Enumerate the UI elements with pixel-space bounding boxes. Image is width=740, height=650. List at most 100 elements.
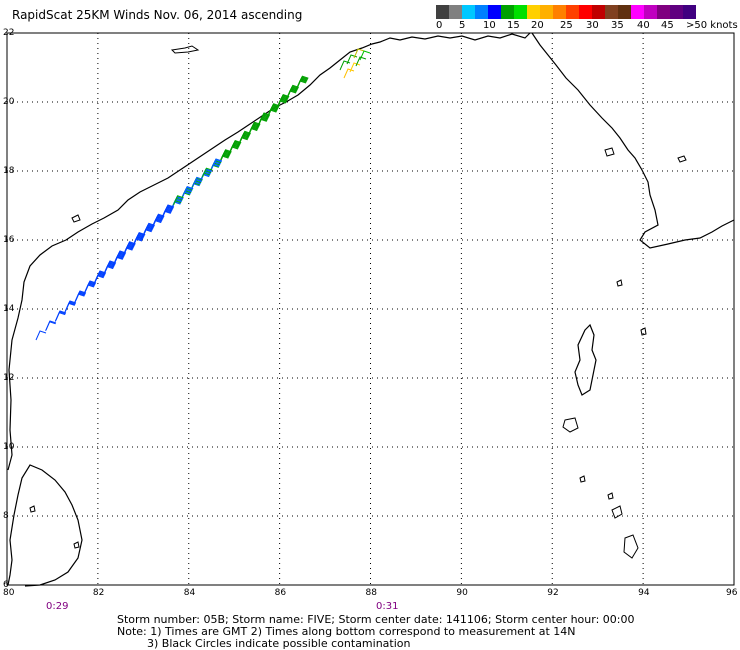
island [616,279,623,287]
footer-note: Note: 1) Times are GMT 2) Times along bo… [117,625,576,638]
legend-swatch [605,5,618,19]
legend-swatch [618,5,631,19]
legend-swatch [683,5,696,19]
legend-label: >50 knots [686,20,738,31]
island [170,45,200,54]
legend-swatch [501,5,514,19]
legend-label: 35 [611,20,624,31]
legend-swatch [592,5,605,19]
lat-tick-label: 8 [3,511,9,521]
wind-barb [45,320,57,331]
legend-label: 40 [637,20,650,31]
wind-barb [269,103,280,114]
wind-barb [343,68,355,79]
legend-label: 20 [531,20,544,31]
island [677,155,687,163]
legend-label: 30 [586,20,599,31]
wind-barb [55,310,67,321]
legend-swatch [475,5,488,19]
wind-barb [230,139,242,150]
wind-barb [278,93,290,104]
wind-barbs [35,48,371,341]
legend-label: 0 [436,20,443,31]
lon-tick-label: 88 [365,588,377,598]
wind-barb [144,222,155,233]
wind-barb [85,280,97,291]
legend-label: 15 [507,20,520,31]
legend-label: 25 [560,20,573,31]
wind-barb [297,75,309,86]
lon-tick-label: 90 [456,588,468,598]
lon-tick-label: 86 [274,588,287,598]
legend-swatch [462,5,475,19]
nicobar-islands [579,475,639,559]
wind-barb [105,260,117,271]
legend-labels: 0 5 10 15 20 25 30 35 40 45 >50 knots [430,20,740,34]
wind-barb [153,213,165,224]
wind-barb [353,48,365,59]
wind-barb [240,130,251,141]
wind-barb [115,250,127,261]
wind-barb [125,241,136,252]
andaman-islands [574,323,597,396]
legend-label: 5 [459,20,466,31]
legend-label: 10 [483,20,496,31]
island [71,214,81,223]
lon-tick-label: 82 [92,588,105,598]
lat-tick-label: 14 [3,304,15,314]
legend-swatch [527,5,540,19]
legend-swatch [436,5,449,19]
wind-barb [349,62,361,73]
legend-swatch [644,5,657,19]
lat-tick-label: 12 [3,373,15,383]
map-title: RapidScat 25KM Winds Nov. 06, 2014 ascen… [12,8,303,22]
legend-swatch [631,5,644,19]
island [604,147,615,157]
wind-barb [35,330,47,341]
legend-swatch [488,5,501,19]
lat-tick-label: 20 [3,97,15,107]
lat-tick-label: 10 [3,442,15,452]
pass-time-right: 0:31 [376,601,399,612]
island [640,327,647,336]
wind-barb [249,121,261,132]
legend-swatch [657,5,670,19]
wind-barb [259,112,271,123]
wind-barb [163,204,175,215]
lat-tick-label: 16 [3,235,15,245]
wind-barb [221,149,232,160]
pass-time-left: 0:29 [46,601,69,612]
wind-barb [65,300,77,311]
legend-swatch [449,5,462,19]
island [73,541,80,549]
india-coastline [7,32,531,471]
wind-barb [134,231,146,242]
legend-swatch [566,5,579,19]
wind-barb [173,195,184,206]
wind-barb [95,270,107,281]
legend-swatch [540,5,553,19]
footer-storm-info: Storm number: 05B; Storm name: FIVE; Sto… [117,613,635,626]
wind-barb [75,290,87,301]
wind-barb [192,176,203,187]
legend-label: 45 [661,20,674,31]
sri-lanka-coastline [7,464,83,587]
lon-tick-label: 80 [3,588,15,598]
myanmar-coastline [531,32,735,249]
lon-tick-label: 94 [638,588,650,598]
legend-swatch [553,5,566,19]
island [562,417,579,433]
wind-barb [182,185,194,196]
wind-barb [288,84,299,95]
graticule [7,33,734,585]
wind-speed-legend [436,5,696,19]
lon-tick-label: 96 [726,588,738,598]
legend-swatch [514,5,527,19]
lat-tick-label: 6 [3,580,9,590]
footer-note-contamination: 3) Black Circles indicate possible conta… [147,637,411,650]
wind-barb [211,158,223,169]
lon-tick-label: 92 [547,588,559,598]
lat-tick-label: 18 [3,166,15,176]
legend-swatch [579,5,592,19]
